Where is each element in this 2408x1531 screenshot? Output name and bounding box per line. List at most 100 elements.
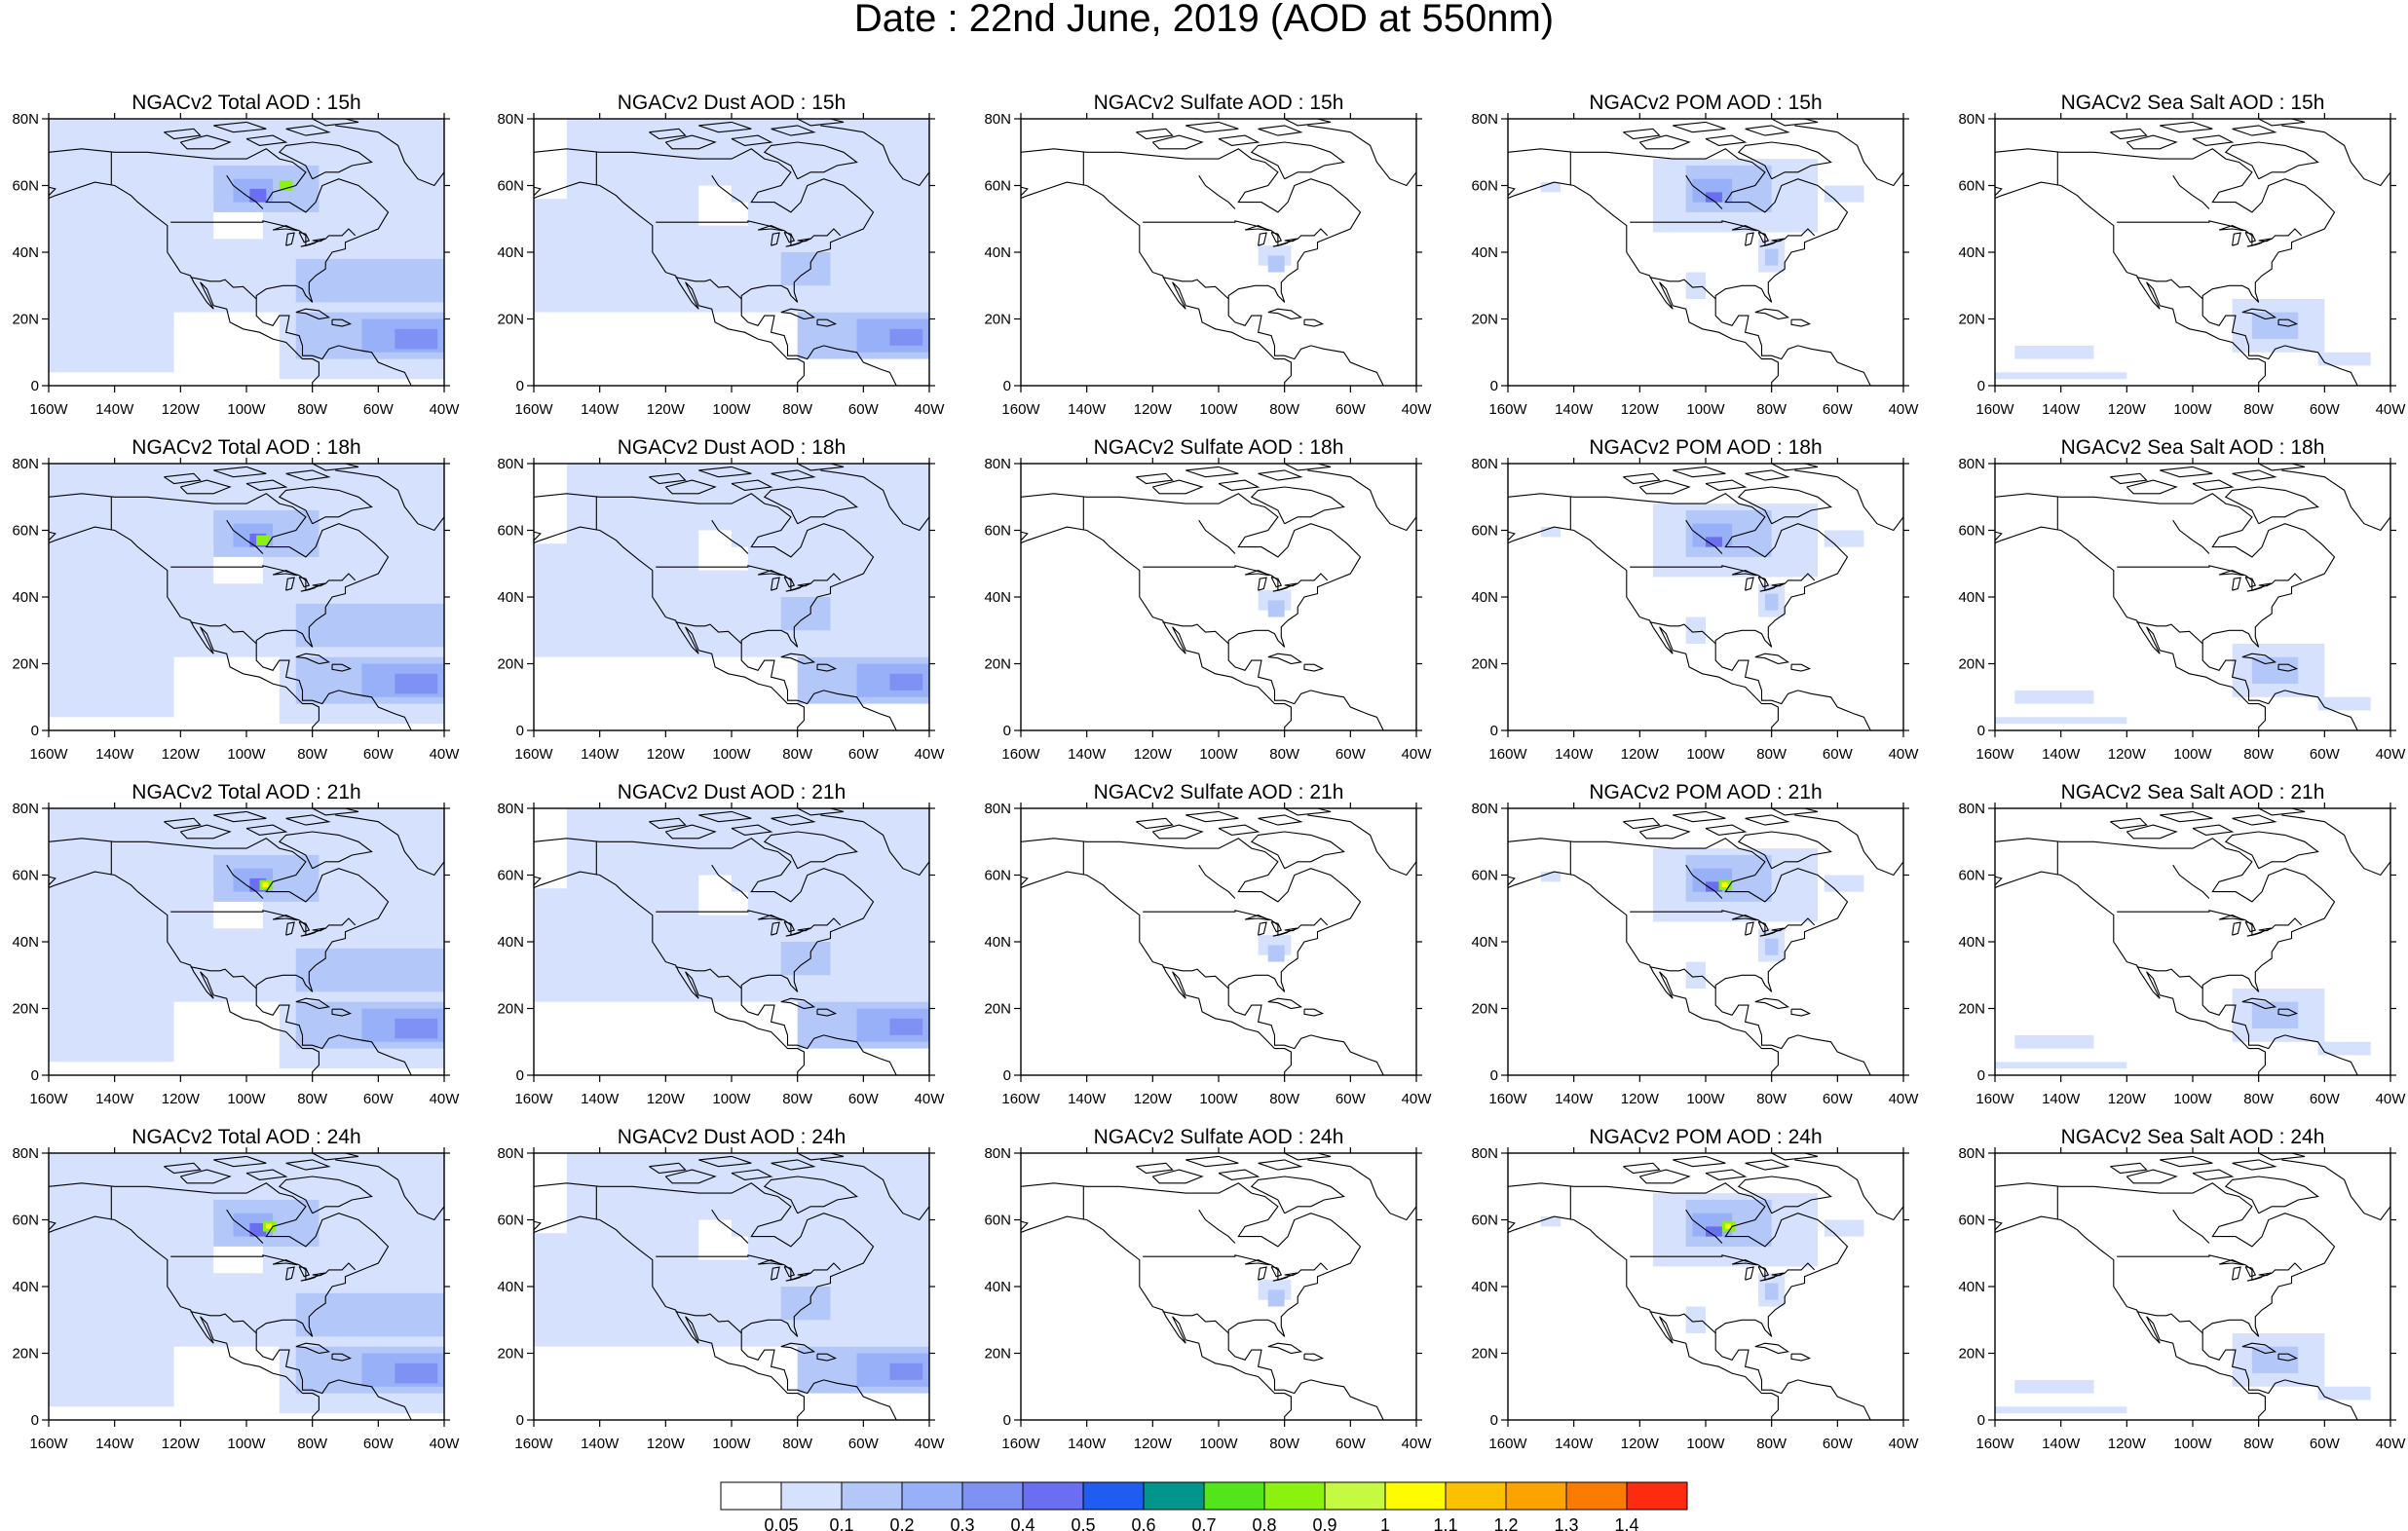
x-tick-label: 80W <box>782 746 813 763</box>
panel-title: NGACv2 Sulfate AOD : 15h <box>1094 92 1344 114</box>
x-tick-label: 120W <box>162 746 201 763</box>
coastline <box>1638 824 1691 840</box>
y-tick-label: 60N <box>1958 523 1985 540</box>
coastline <box>2136 966 2203 990</box>
coastline <box>1162 1311 1229 1334</box>
coastlines <box>1021 464 1416 730</box>
coastline <box>820 808 929 877</box>
x-tick-label: 160W <box>1975 401 2014 418</box>
x-tick-label: 140W <box>581 1436 620 1452</box>
y-tick-label: 40N <box>12 934 39 951</box>
x-tick-label: 40W <box>1402 1091 1433 1107</box>
y-tick-label: 80N <box>497 111 524 128</box>
aod-region <box>1995 372 2127 380</box>
coastline <box>797 1153 845 1161</box>
coastline <box>1649 966 1716 990</box>
y-tick-label: 60N <box>1958 868 1985 884</box>
coastline <box>675 277 742 300</box>
aod-region <box>1824 530 1864 547</box>
coastline <box>1272 1276 1289 1282</box>
coastline <box>816 1008 838 1017</box>
coastline <box>664 134 717 150</box>
map-panel: NGACv2 Sulfate AOD : 18h 160W 140W 120W 100W… <box>984 436 1432 763</box>
coastline <box>285 577 295 591</box>
x-tick-label: 80W <box>1756 401 1787 418</box>
coastline <box>1162 621 1229 645</box>
coastline <box>335 119 444 187</box>
coastline <box>1303 1353 1325 1362</box>
y-tick-label: 60N <box>497 523 524 540</box>
coastline <box>1508 838 1871 1075</box>
y-tick-label: 80N <box>1958 111 1985 128</box>
x-tick-label: 120W <box>2108 1091 2147 1107</box>
coastlines <box>1021 1153 1416 1420</box>
x-tick-label: 100W <box>227 1436 266 1452</box>
aod-region <box>889 328 923 346</box>
aod-region <box>295 948 444 992</box>
x-tick-label: 40W <box>1889 1436 1920 1452</box>
coastline <box>1995 838 2358 1075</box>
coastline <box>1162 277 1229 300</box>
y-tick-label: 0 <box>31 723 39 739</box>
coastline <box>649 817 687 830</box>
coastline <box>785 586 802 592</box>
y-tick-label: 40N <box>12 244 39 261</box>
coastline <box>1995 493 2358 730</box>
x-tick-label: 160W <box>1001 1436 1040 1452</box>
x-tick-label: 160W <box>514 401 553 418</box>
panel-title: NGACv2 Dust AOD : 18h <box>618 436 847 459</box>
y-tick-label: 0 <box>516 378 524 394</box>
y-tick-label: 40N <box>1958 589 1985 606</box>
coastline <box>300 931 317 937</box>
coastline <box>675 1311 742 1334</box>
x-tick-label: 140W <box>1555 1436 1594 1452</box>
x-tick-label: 140W <box>95 746 134 763</box>
coastlines <box>534 808 929 1075</box>
aod-region <box>534 1153 567 1234</box>
coastline <box>771 232 780 246</box>
coastline <box>785 931 802 937</box>
x-tick-label: 60W <box>363 1436 395 1452</box>
panel-title: NGACv2 Sea Salt AOD : 15h <box>2061 92 2325 114</box>
aod-hotspot <box>279 180 293 191</box>
coastline <box>2244 920 2257 933</box>
x-tick-label: 160W <box>1975 1091 2014 1107</box>
coastlines <box>1021 119 1416 386</box>
y-tick-label: 0 <box>1490 1412 1498 1429</box>
y-tick-label: 80N <box>984 801 1011 817</box>
coastline <box>1284 1153 1332 1161</box>
coastline <box>331 1008 353 1017</box>
x-tick-label: 80W <box>1756 746 1787 763</box>
aod-field <box>1021 119 1416 386</box>
y-tick-label: 0 <box>31 1412 39 1429</box>
map-background <box>1021 464 1416 730</box>
aod-region <box>173 1346 280 1414</box>
coastline <box>1790 1008 1812 1017</box>
x-tick-label: 100W <box>1686 1436 1725 1452</box>
y-tick-label: 40N <box>497 934 524 951</box>
coastline <box>285 125 331 136</box>
coastline <box>298 1265 311 1278</box>
coastline <box>797 238 810 243</box>
coastline <box>1244 225 1270 232</box>
coastline <box>1162 966 1229 990</box>
coastline <box>1794 1153 1903 1221</box>
panel-title: NGACv2 POM AOD : 18h <box>1589 436 1822 459</box>
coastline <box>1250 831 1345 870</box>
coastline <box>1270 920 1283 933</box>
y-tick-label: 20N <box>1471 312 1498 328</box>
colorbar-label: 0.6 <box>1131 1515 1155 1531</box>
aod-region <box>1824 875 1864 892</box>
colorbar-label: 1.3 <box>1554 1515 1578 1531</box>
coastline <box>1995 1215 2266 1420</box>
y-tick-label: 0 <box>516 1412 524 1429</box>
coastline <box>1244 570 1270 577</box>
x-tick-label: 120W <box>2108 1436 2147 1452</box>
panel-title: NGACv2 Sulfate AOD : 24h <box>1094 1126 1344 1148</box>
coastline <box>1272 242 1289 247</box>
coastline <box>1218 479 1260 491</box>
x-tick-label: 60W <box>2310 1091 2341 1107</box>
aod-region <box>599 908 929 989</box>
aod-field <box>1508 464 1903 730</box>
x-tick-label: 140W <box>1068 401 1107 418</box>
